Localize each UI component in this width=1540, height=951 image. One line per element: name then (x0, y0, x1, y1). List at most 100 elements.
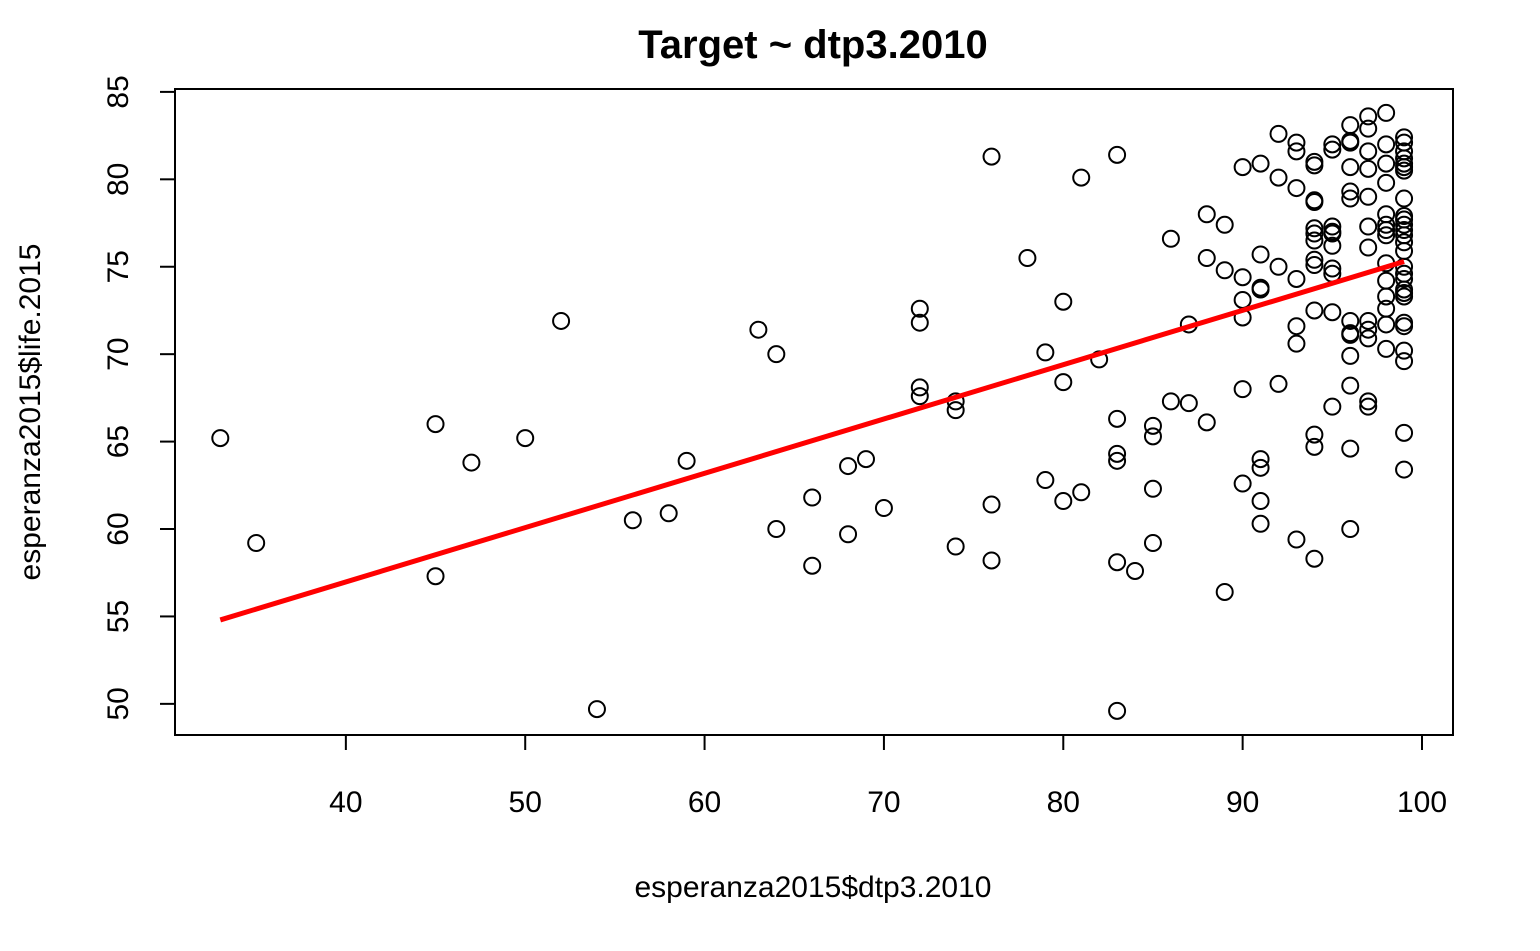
data-point (1197, 249, 1216, 268)
data-point (1341, 189, 1360, 208)
data-point (677, 451, 696, 470)
data-point (516, 429, 535, 448)
y-axis-label: esperanza2015$life.2015 (14, 244, 47, 581)
data-point (1323, 217, 1342, 236)
x-tick-label: 40 (329, 786, 362, 819)
data-point (1323, 303, 1342, 322)
data-point (1395, 149, 1414, 168)
data-point (1108, 451, 1127, 470)
data-point (1341, 520, 1360, 539)
data-point (910, 299, 929, 318)
data-point (1036, 471, 1055, 490)
data-point (1359, 217, 1378, 236)
data-point (1305, 224, 1324, 243)
data-point (552, 311, 571, 330)
regression-line (219, 259, 1405, 623)
data-point (1395, 233, 1414, 252)
data-point (749, 320, 768, 339)
data-point (1305, 549, 1324, 568)
data-point (1305, 437, 1324, 456)
data-point (1251, 514, 1270, 533)
data-point (1054, 373, 1073, 392)
data-point (1287, 142, 1306, 161)
data-point (1251, 245, 1270, 264)
data-point (1251, 458, 1270, 477)
data-point (1287, 133, 1306, 152)
data-point (1197, 205, 1216, 224)
data-point (803, 488, 822, 507)
data-point (1395, 269, 1414, 288)
data-point (1395, 317, 1414, 336)
data-point (1395, 460, 1414, 479)
data-point (659, 504, 678, 523)
data-point (839, 457, 858, 476)
data-point (1377, 135, 1396, 154)
data-point (1395, 257, 1414, 276)
data-point (910, 387, 929, 406)
y-axis: 50 55 60 65 70 75 80 85 (102, 75, 176, 721)
y-tick-label: 80 (102, 163, 135, 196)
data-point (1143, 479, 1162, 498)
data-point (1287, 334, 1306, 353)
data-point (1072, 483, 1091, 502)
data-point (1359, 329, 1378, 348)
data-point (1323, 224, 1342, 243)
data-point (1036, 343, 1055, 362)
y-tick-label: 55 (102, 600, 135, 633)
data-point (1305, 231, 1324, 250)
data-point (1287, 179, 1306, 198)
data-point (1072, 168, 1091, 187)
data-point (1215, 261, 1234, 280)
data-point (1161, 392, 1180, 411)
data-point (1359, 320, 1378, 339)
data-point (1108, 409, 1127, 428)
data-point (1305, 219, 1324, 238)
data-point (1287, 317, 1306, 336)
y-tick-label: 50 (102, 687, 135, 720)
data-point (1395, 352, 1414, 371)
data-point (1233, 268, 1252, 287)
data-point (1377, 154, 1396, 173)
data-point (1251, 154, 1270, 173)
chart-title: Target ~ dtp3.2010 (638, 23, 987, 67)
data-point (1143, 534, 1162, 553)
data-point (1143, 427, 1162, 446)
y-tick-label: 65 (102, 425, 135, 458)
data-point (426, 415, 445, 434)
data-point (1179, 394, 1198, 413)
data-point (1251, 492, 1270, 511)
data-point (1161, 229, 1180, 248)
data-point (1341, 346, 1360, 365)
data-point (1305, 250, 1324, 269)
data-point (1341, 133, 1360, 152)
data-point (1341, 376, 1360, 395)
x-tick-label: 100 (1397, 786, 1447, 819)
data-point (1323, 236, 1342, 255)
data-points (211, 103, 1414, 720)
data-point (1269, 374, 1288, 393)
data-point (856, 450, 875, 469)
data-point (1341, 311, 1360, 330)
data-point (1377, 221, 1396, 240)
data-point (1359, 159, 1378, 178)
data-point (1287, 269, 1306, 288)
data-point (1126, 561, 1145, 580)
data-point (1305, 156, 1324, 175)
data-point (1108, 701, 1127, 720)
data-point (1377, 173, 1396, 192)
data-point (767, 520, 786, 539)
data-point (1233, 474, 1252, 493)
data-point (1359, 311, 1378, 330)
data-point (1233, 158, 1252, 177)
data-point (1395, 341, 1414, 360)
data-point (1108, 553, 1127, 572)
data-point (1359, 142, 1378, 161)
data-point (1269, 124, 1288, 143)
data-point (1108, 444, 1127, 463)
data-point (1251, 280, 1270, 299)
data-point (1323, 397, 1342, 416)
data-point (1323, 140, 1342, 159)
data-point (1377, 339, 1396, 358)
x-axis: 40 50 60 70 80 90 100 (329, 734, 1447, 819)
